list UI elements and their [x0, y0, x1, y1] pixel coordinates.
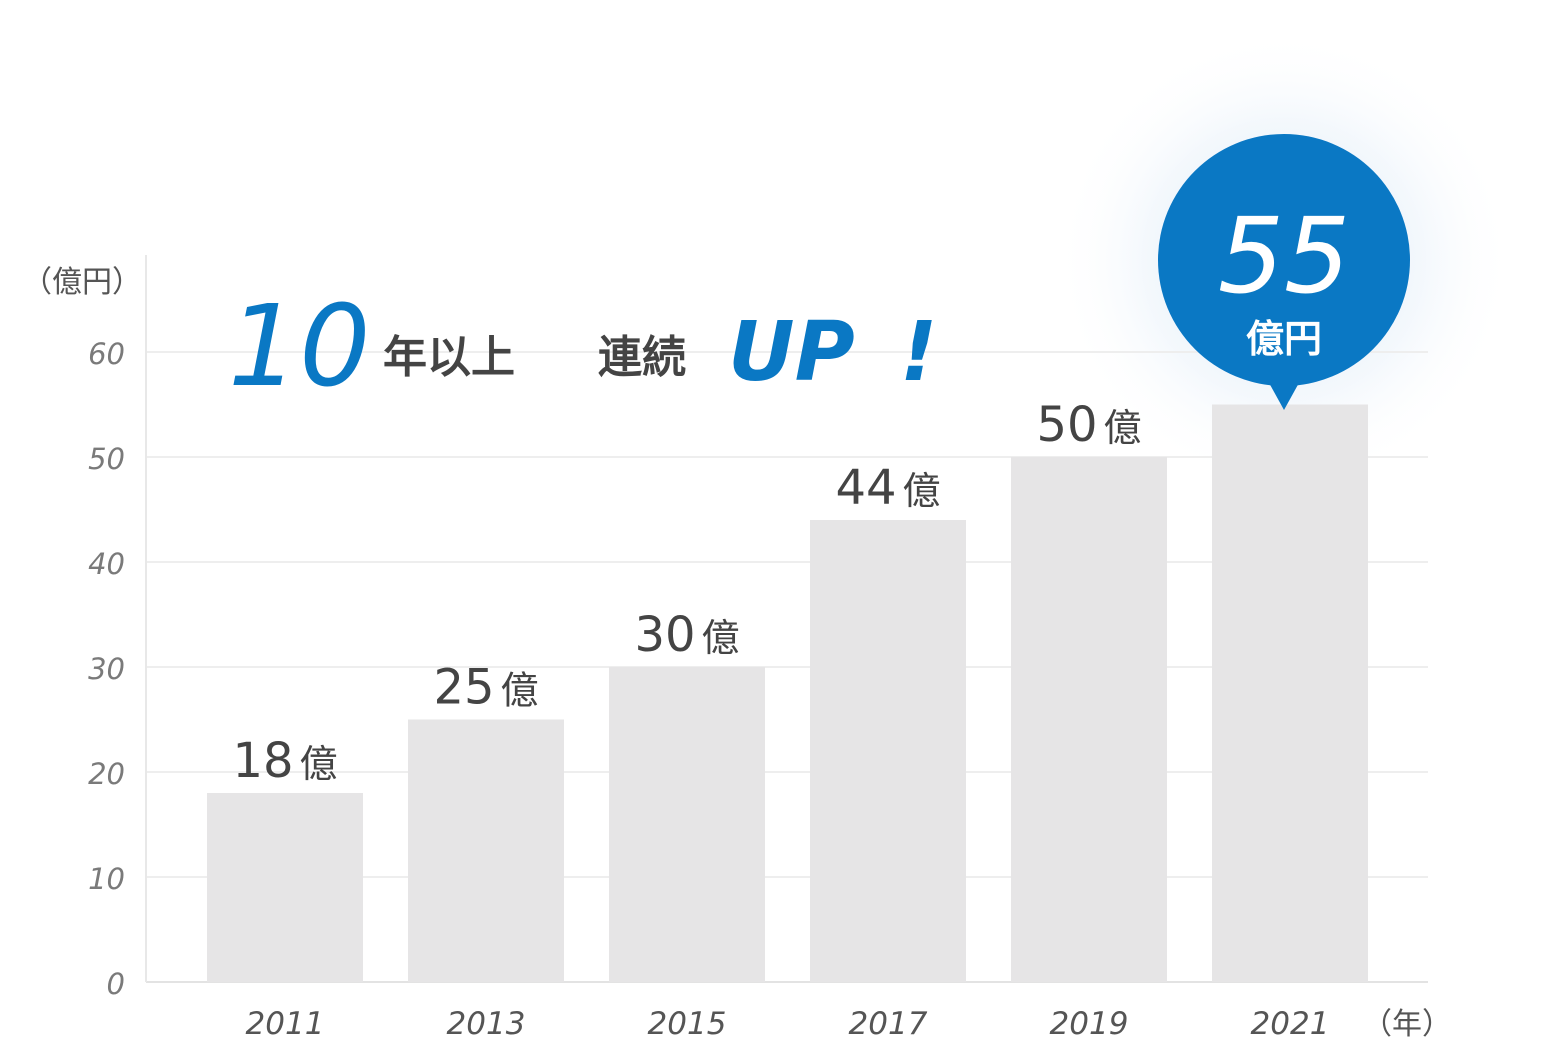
x-tick-label: 2013 [447, 1006, 526, 1042]
y-tick-label: 10 [88, 862, 125, 896]
data-labels: 18 億 25 億 30 億 44 億 50 億 [232, 397, 1141, 789]
headline-number: 10 [228, 282, 371, 412]
bar [1212, 404, 1368, 982]
data-label: 44 億 [835, 460, 940, 516]
x-tick-label: 2011 [246, 1006, 325, 1042]
y-tick-label: 40 [88, 547, 125, 581]
headline-emphasis: UP [728, 305, 855, 400]
badge-unit: 億円 [1246, 317, 1322, 361]
headline: 10 年以上 連続 UP ! [228, 282, 937, 412]
headline-text-years: 年以上 [383, 332, 515, 383]
bar [1011, 457, 1167, 982]
badge-pointer [1268, 381, 1300, 410]
y-tick-label: 50 [88, 442, 125, 476]
bar [408, 719, 564, 982]
x-tick-labels: 2011 2013 2015 2017 2019 2021 [246, 1006, 1330, 1042]
x-unit-label: （年） [1362, 1007, 1452, 1042]
y-tick-label: 60 [88, 337, 125, 371]
x-tick-label: 2017 [849, 1006, 928, 1042]
x-tick-label: 2019 [1050, 1006, 1129, 1042]
badge-circle [1158, 134, 1410, 386]
bar [609, 667, 765, 982]
headline-exclaim: ! [900, 305, 937, 400]
highlight-badge: 55 億円 [1158, 134, 1410, 410]
y-unit-label: （億円） [22, 265, 142, 300]
bars [207, 404, 1368, 982]
bar [810, 520, 966, 982]
bar [207, 793, 363, 982]
y-tick-labels: 0 10 20 30 40 50 60 [88, 337, 125, 1001]
data-label: 50 億 [1036, 397, 1141, 453]
data-label: 18 億 [232, 733, 337, 789]
x-tick-label: 2015 [648, 1006, 727, 1042]
y-tick-label: 0 [107, 967, 125, 1001]
x-tick-label: 2021 [1251, 1006, 1330, 1042]
data-label: 30 億 [634, 607, 739, 663]
y-tick-label: 30 [88, 652, 125, 686]
headline-text-consecutive: 連続 [598, 332, 686, 383]
y-tick-label: 20 [88, 757, 125, 791]
data-label: 25 億 [433, 660, 538, 716]
badge-value: 55 [1218, 195, 1350, 317]
